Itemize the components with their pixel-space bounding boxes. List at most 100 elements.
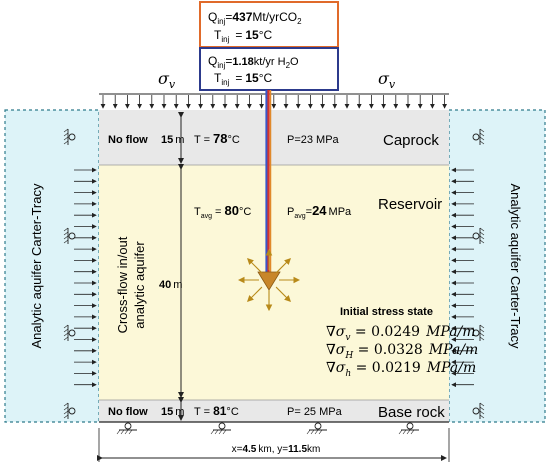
- bottom-roller-support: [306, 422, 327, 435]
- roller-hatch: [402, 429, 407, 435]
- roller-hatch: [63, 231, 69, 236]
- roller-circle: [314, 422, 322, 430]
- caprock-layer: [99, 110, 449, 165]
- left-aquifer-zone: Analytic aquifer Carter-Tracy: [4, 109, 100, 423]
- sigma-v-left-label: σv: [158, 69, 176, 91]
- roller-hatch: [63, 136, 69, 141]
- roller-circle: [472, 133, 480, 141]
- baserock-thickness: 15 m: [161, 406, 184, 418]
- bottom-roller-support: [116, 422, 137, 435]
- roller-hatch: [479, 328, 485, 333]
- roller-hatch: [120, 429, 125, 435]
- roller-hatch: [128, 429, 133, 435]
- roller-hatch: [63, 128, 69, 133]
- caprock-no-flow: No flow: [108, 134, 148, 146]
- radial-flow-arrow: [247, 258, 263, 274]
- roller-hatch: [63, 227, 69, 232]
- baserock-pressure: P= 25 MPa: [287, 406, 343, 418]
- bottom-roller-support: [210, 422, 231, 435]
- right-aquifer-box: [448, 109, 546, 423]
- radial-flow-arrow: [275, 258, 291, 274]
- reservoir-name: Reservoir: [378, 196, 442, 213]
- roller-hatch: [306, 429, 311, 435]
- roller-hatch: [222, 429, 227, 435]
- roller-hatch: [63, 324, 69, 329]
- bottom-roller-support: [398, 422, 419, 435]
- h2o-temp-text: Tinj = 15°C: [214, 71, 273, 87]
- caprock-name: Caprock: [383, 132, 439, 149]
- well-tip: [257, 271, 281, 291]
- right-roller-support: [472, 227, 485, 244]
- roller-hatch: [63, 410, 69, 415]
- stress-row-H: ∇σH = 0.0328 MPa/m: [326, 342, 478, 361]
- roller-hatch: [314, 429, 319, 435]
- roller-hatch: [479, 410, 485, 415]
- roller-circle: [124, 422, 132, 430]
- roller-hatch: [479, 227, 485, 232]
- roller-hatch: [479, 332, 485, 337]
- co2-rate-text: Qinj=437Mt/yrCO2: [208, 10, 302, 26]
- reservoir-avg-pressure: Pavg=24 MPa: [287, 203, 352, 220]
- baserock-name: Base rock: [378, 404, 445, 421]
- stress-row-h: ∇σh = 0.0219 MPa/m: [326, 360, 476, 379]
- roller-hatch: [116, 429, 121, 435]
- roller-hatch: [479, 235, 485, 240]
- roller-hatch: [479, 239, 485, 244]
- right-roller-support: [472, 402, 485, 419]
- roller-hatch: [210, 429, 215, 435]
- roller-circle: [218, 422, 226, 430]
- roller-hatch: [479, 132, 485, 137]
- roller-circle: [68, 329, 76, 337]
- overburden-load-arrows: [100, 95, 448, 109]
- roller-circle: [472, 232, 480, 240]
- roller-circle: [68, 232, 76, 240]
- left-roller-support: [63, 128, 76, 145]
- roller-hatch: [63, 402, 69, 407]
- roller-hatch: [479, 414, 485, 419]
- roller-circle: [406, 422, 414, 430]
- reservoir-avg-temperature: Tavg = 80°C: [194, 203, 251, 220]
- roller-circle: [472, 407, 480, 415]
- roller-hatch: [398, 429, 403, 435]
- h2o-rate-text: Qinj=1.18kt/yr H2O: [208, 54, 299, 70]
- roller-hatch: [318, 429, 323, 435]
- roller-hatch: [479, 336, 485, 341]
- roller-circle: [68, 133, 76, 141]
- sigma-v-right-label: σv: [378, 69, 396, 91]
- baserock-layer: [99, 400, 449, 422]
- co2-temp-text: Tinj = 15°C: [214, 28, 273, 44]
- left-roller-support: [63, 324, 76, 341]
- injection-radial-arrows: [237, 248, 301, 312]
- roller-hatch: [214, 429, 219, 435]
- radial-flow-arrow: [275, 286, 291, 302]
- reservoir-thickness: 40 m: [159, 279, 182, 291]
- roller-hatch: [479, 324, 485, 329]
- stress-row-v: ∇σv = 0.0249 MPa/m: [326, 324, 476, 343]
- baserock-no-flow: No flow: [108, 406, 148, 418]
- roller-hatch: [63, 239, 69, 244]
- roller-hatch: [63, 336, 69, 341]
- right-inflow-arrows: [451, 128, 485, 419]
- roller-hatch: [479, 406, 485, 411]
- roller-circle: [68, 407, 76, 415]
- initial-stress-block: Initial stress state ∇σv = 0.0249 MPa/m ∇…: [326, 306, 478, 379]
- left-roller-support: [63, 402, 76, 419]
- right-aquifer-zone: Analytic aquifer Carter-Tracy: [448, 109, 546, 423]
- roller-hatch: [63, 132, 69, 137]
- roller-hatch: [218, 429, 223, 435]
- roller-hatch: [63, 140, 69, 145]
- roller-hatch: [479, 402, 485, 407]
- roller-hatch: [63, 332, 69, 337]
- roller-hatch: [479, 140, 485, 145]
- right-aquifer-label: Analytic aquifer Carter-Tracy: [508, 184, 523, 349]
- left-aquifer-label: Analytic aquifer Carter-Tracy: [29, 183, 44, 348]
- extent-label: x=4.5 km, y=11.5km: [232, 444, 321, 455]
- caprock-temperature: T = 78°C: [194, 131, 240, 146]
- h2o-box-border: [199, 47, 339, 91]
- radial-flow-arrow: [247, 286, 263, 302]
- roller-hatch: [410, 429, 415, 435]
- injection-well: [237, 90, 301, 312]
- roller-circle: [472, 329, 480, 337]
- crossflow-label: Cross-flow in/out analytic aquifer: [115, 236, 147, 333]
